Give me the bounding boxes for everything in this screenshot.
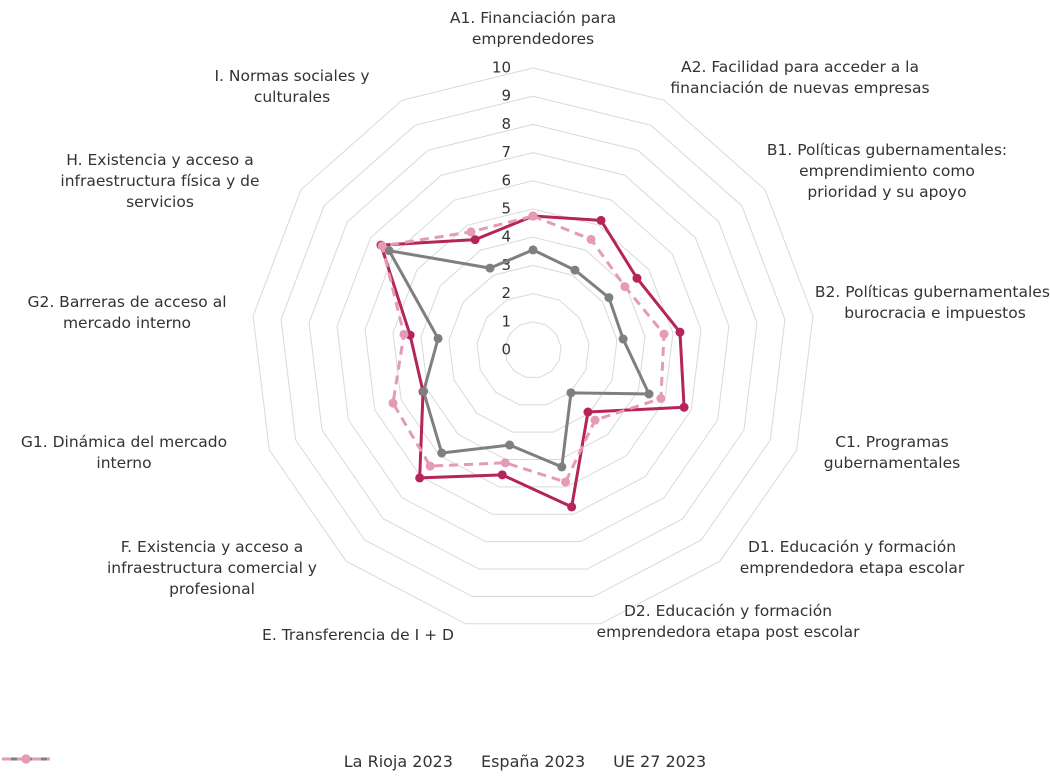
legend-item: UE 27 2023 bbox=[2, 752, 707, 771]
series-line bbox=[379, 214, 686, 509]
grid-ring bbox=[392, 208, 674, 488]
tick-label: 4 bbox=[501, 228, 511, 246]
grid-ring bbox=[308, 123, 758, 570]
data-point bbox=[679, 402, 689, 412]
tick-label: 7 bbox=[501, 143, 511, 161]
tick-label: 5 bbox=[501, 200, 511, 218]
series-line bbox=[380, 214, 666, 484]
series-line bbox=[387, 248, 651, 469]
axis-label: F. Existencia y acceso a infraestructura… bbox=[107, 538, 317, 598]
axis-label: B2. Políticas gubernamentales: burocraci… bbox=[814, 283, 1050, 322]
data-point bbox=[659, 329, 669, 339]
data-point bbox=[505, 440, 515, 450]
tick-label: 3 bbox=[501, 256, 511, 274]
grid-ring bbox=[448, 264, 618, 433]
data-point bbox=[590, 415, 600, 425]
data-point bbox=[596, 215, 606, 225]
grid-ring bbox=[336, 152, 730, 543]
axis-label: B1. Políticas gubernamentales: emprendim… bbox=[766, 141, 1008, 201]
legend-label: UE 27 2023 bbox=[613, 752, 707, 771]
data-point bbox=[583, 407, 593, 417]
data-point bbox=[632, 273, 642, 283]
tick-label: 2 bbox=[501, 284, 511, 302]
legend-label: La Rioja 2023 bbox=[343, 752, 453, 771]
data-point bbox=[675, 327, 685, 337]
data-point bbox=[466, 227, 476, 237]
data-point bbox=[604, 293, 614, 303]
data-point bbox=[566, 388, 576, 398]
series bbox=[377, 211, 669, 487]
data-point bbox=[618, 334, 628, 344]
data-point bbox=[425, 461, 435, 471]
data-point bbox=[586, 234, 596, 244]
data-point bbox=[497, 470, 507, 480]
axis-label: G1. Dinámica del mercado interno bbox=[20, 433, 228, 472]
data-point bbox=[470, 235, 480, 245]
legend-item: La Rioja 2023 bbox=[2, 752, 453, 771]
data-point bbox=[528, 211, 538, 221]
data-point bbox=[570, 265, 580, 275]
data-point bbox=[557, 462, 567, 472]
data-point bbox=[377, 241, 387, 251]
data-point bbox=[567, 502, 577, 512]
tick-label: 10 bbox=[492, 59, 511, 77]
data-point bbox=[561, 477, 571, 487]
axis-label: D1. Educación y formación emprendedora e… bbox=[739, 538, 965, 577]
data-point bbox=[399, 329, 409, 339]
axis-label: D2. Educación y formación emprendedora e… bbox=[596, 602, 860, 641]
data-point bbox=[419, 386, 429, 396]
grid-ring bbox=[364, 180, 702, 515]
axis-label: E. Transferencia de I + D bbox=[262, 626, 454, 644]
tick-label: 1 bbox=[501, 312, 511, 330]
legend-item: España 2023 bbox=[2, 752, 586, 771]
axis-label: A1. Financiación para emprendedores bbox=[449, 9, 617, 48]
data-point bbox=[528, 245, 538, 255]
data-point bbox=[433, 333, 443, 343]
tick-label: 0 bbox=[501, 341, 511, 359]
legend: La Rioja 2023 España 2023 UE 27 2023 bbox=[0, 752, 1050, 771]
grid-ring bbox=[420, 236, 646, 461]
data-point bbox=[500, 458, 510, 468]
grid-ring bbox=[476, 293, 590, 406]
axis-label: I. Normas sociales y culturales bbox=[214, 67, 370, 106]
data-point bbox=[415, 473, 425, 483]
data-point bbox=[485, 263, 495, 273]
tick-label: 9 bbox=[501, 87, 511, 105]
legend-label: España 2023 bbox=[480, 752, 586, 771]
data-point bbox=[656, 393, 666, 403]
axis-label: C1. Programas gubernamentales bbox=[823, 433, 961, 472]
data-point bbox=[620, 282, 630, 292]
axis-label: A2. Facilidad para acceder a la financia… bbox=[670, 58, 930, 97]
data-point bbox=[388, 398, 398, 408]
grid-ring bbox=[252, 67, 814, 625]
grid-ring bbox=[504, 321, 562, 378]
data-point bbox=[384, 246, 394, 256]
data-point bbox=[644, 389, 654, 399]
axis-label: H. Existencia y acceso a infraestructura… bbox=[60, 151, 260, 211]
tick-label: 8 bbox=[501, 115, 511, 133]
data-point bbox=[437, 448, 447, 458]
series bbox=[384, 245, 654, 472]
axis-label: G2. Barreras de acceso al mercado intern… bbox=[27, 293, 227, 332]
grid-ring bbox=[280, 95, 786, 597]
legend-swatch bbox=[2, 754, 50, 764]
tick-label: 6 bbox=[501, 171, 511, 189]
legend-dot bbox=[21, 754, 31, 764]
